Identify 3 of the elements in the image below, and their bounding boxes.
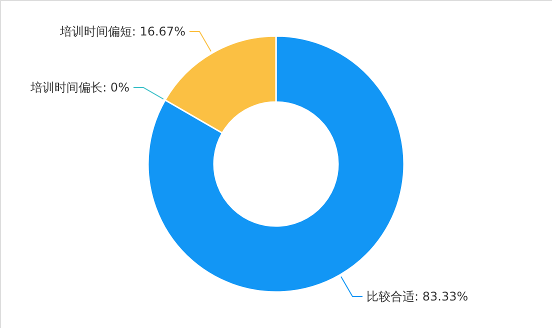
legend-label: 培训时间偏长: 0% [30, 80, 130, 95]
slice-label: 比较合适: 83.33% [366, 289, 468, 304]
slice-label: 培训时间偏短: 16.67% [58, 24, 186, 39]
